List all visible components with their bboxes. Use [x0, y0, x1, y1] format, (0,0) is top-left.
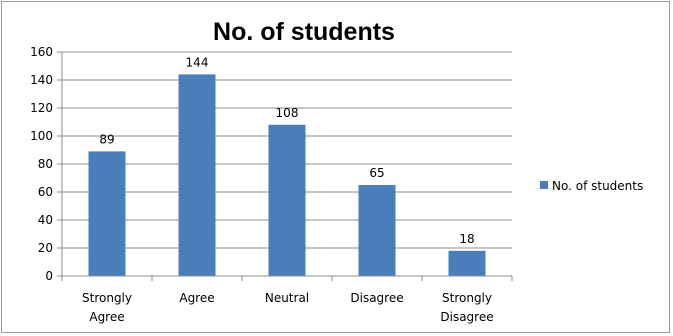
- y-tick-label: 100: [30, 129, 53, 143]
- bars: [88, 74, 486, 277]
- y-tick-label: 140: [30, 73, 53, 87]
- x-axis-labels: Strongly Agree Agree Neutral Disagree Strongl…: [82, 291, 494, 324]
- data-label: 108: [276, 106, 299, 120]
- x-tick-label: Strongly: [442, 291, 492, 305]
- x-tick-label: Strongly: [82, 291, 132, 305]
- data-labels: 89 144 108 65 18: [99, 55, 474, 245]
- data-label: 65: [369, 166, 384, 180]
- y-tick-label: 40: [38, 213, 53, 227]
- bar: [358, 185, 396, 276]
- bar: [268, 124, 306, 276]
- x-tick-label: Disagree: [350, 291, 403, 305]
- x-tick-label: Neutral: [265, 291, 309, 305]
- y-tick-label: 80: [38, 157, 53, 171]
- chart-title: No. of students: [213, 18, 395, 46]
- axes: [57, 51, 513, 281]
- y-tick-label: 160: [30, 45, 53, 59]
- bar: [88, 151, 126, 276]
- data-label: 89: [99, 132, 114, 146]
- legend: No. of students: [540, 179, 643, 193]
- x-tick-label: Agree: [89, 310, 124, 324]
- y-tick-label: 60: [38, 185, 53, 199]
- data-label: 144: [186, 55, 209, 69]
- legend-label: No. of students: [552, 179, 643, 193]
- y-tick-label: 120: [30, 101, 53, 115]
- legend-swatch: [540, 181, 548, 189]
- y-tick-label: 20: [38, 241, 53, 255]
- x-tick-label: Disagree: [440, 310, 493, 324]
- y-tick-label: 0: [45, 269, 53, 283]
- data-label: 18: [459, 232, 474, 246]
- y-axis-ticks: 0 20 40 60 80 100 120 140 160: [30, 45, 53, 283]
- bar: [448, 250, 486, 276]
- bar: [178, 74, 216, 277]
- x-tick-label: Agree: [179, 291, 214, 305]
